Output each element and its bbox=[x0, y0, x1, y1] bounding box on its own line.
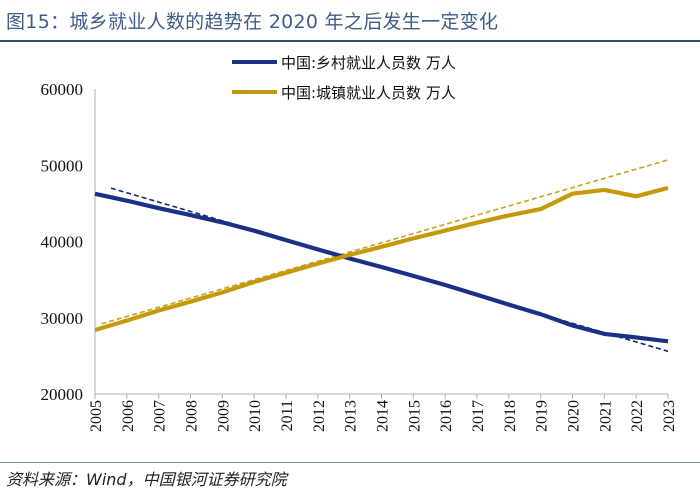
x-tick-label: 2019 bbox=[534, 400, 551, 432]
urban-trend-line bbox=[101, 159, 669, 325]
x-tick-label: 2005 bbox=[88, 400, 105, 432]
figure-title: 图15：城乡就业人数的趋势在 2020 年之后发生一定变化 bbox=[6, 11, 499, 33]
x-tick-label: 2021 bbox=[597, 400, 614, 432]
trend-lines bbox=[101, 159, 669, 353]
series-lines bbox=[94, 185, 669, 344]
source-note: 资料来源：Wind，中国银河证券研究院 bbox=[6, 470, 287, 489]
x-tick-label: 2009 bbox=[215, 400, 232, 432]
x-tick-label: 2016 bbox=[438, 400, 455, 432]
x-tick-label: 2010 bbox=[247, 400, 264, 432]
x-tick-label: 2020 bbox=[566, 400, 583, 432]
y-tick-label: 50000 bbox=[41, 156, 84, 175]
x-tick-label: 2014 bbox=[375, 400, 392, 432]
x-tick-label: 2017 bbox=[470, 400, 487, 432]
y-tick-label: 30000 bbox=[41, 309, 84, 328]
y-tick-label: 40000 bbox=[41, 233, 84, 252]
chart-legend: 中国:乡村就业人员数 万人 中国:城镇就业人员数 万人 bbox=[232, 54, 456, 102]
x-tick-label: 2008 bbox=[184, 400, 201, 432]
legend-label-rural: 中国:乡村就业人员数 万人 bbox=[281, 54, 456, 72]
x-tick-label: 2012 bbox=[311, 400, 328, 432]
legend-label-urban: 中国:城镇就业人员数 万人 bbox=[281, 84, 456, 102]
x-tick-label: 2015 bbox=[406, 400, 423, 432]
y-tick-label: 60000 bbox=[41, 80, 84, 99]
x-tick-label: 2007 bbox=[152, 400, 169, 432]
x-tick-label: 2018 bbox=[502, 400, 519, 432]
x-tick-label: 2022 bbox=[629, 400, 646, 432]
line-chart: 20000 30000 40000 50000 60000 2005 2006 2007 200… bbox=[41, 54, 679, 432]
x-tick-label: 2023 bbox=[661, 400, 678, 432]
x-tick-label: 2011 bbox=[279, 400, 296, 431]
bottom-rule bbox=[0, 462, 700, 463]
x-tick-label: 2013 bbox=[343, 400, 360, 432]
series-line-urban bbox=[94, 185, 669, 333]
y-tick-label: 20000 bbox=[41, 385, 84, 404]
x-tick-label: 2006 bbox=[120, 400, 137, 432]
title-rule bbox=[0, 40, 700, 42]
chart-axes: 20000 30000 40000 50000 60000 2005 2006 2007 200… bbox=[41, 80, 679, 432]
series-line-rural bbox=[94, 191, 669, 344]
